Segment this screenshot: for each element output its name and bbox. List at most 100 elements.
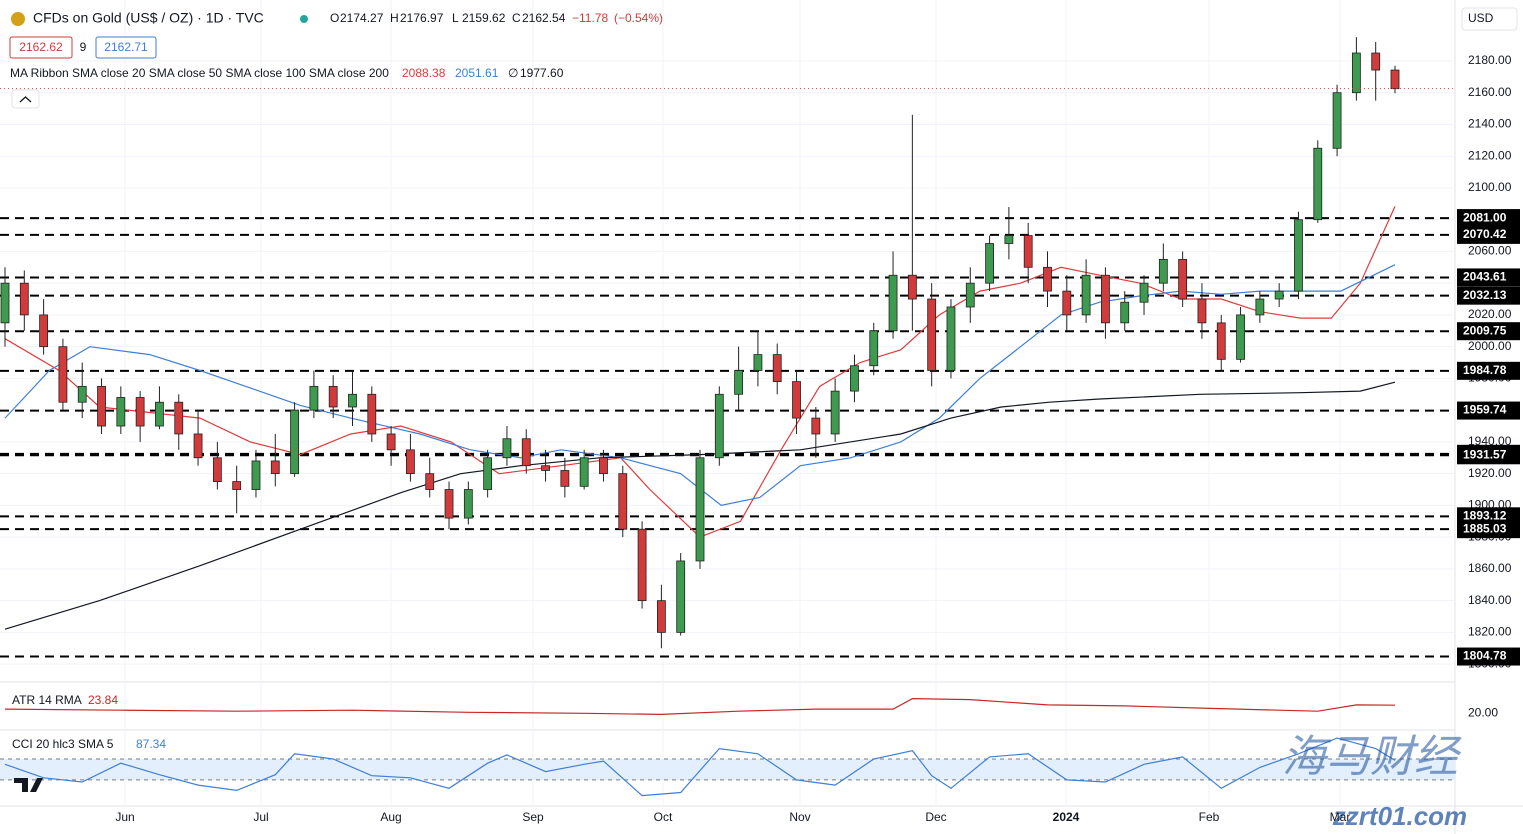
ask-box[interactable] bbox=[95, 36, 157, 59]
candle-body bbox=[1216, 322, 1226, 360]
symbol-logo bbox=[11, 12, 25, 26]
level-label-box bbox=[1457, 520, 1520, 539]
tradingview-logo[interactable] bbox=[14, 778, 43, 792]
y-tick-label: 2100.00 bbox=[1468, 180, 1512, 194]
candle-body bbox=[502, 438, 512, 459]
x-tick-label: Dec bbox=[925, 810, 946, 824]
bid-box[interactable] bbox=[9, 36, 73, 59]
atr-line bbox=[4, 697, 1396, 716]
candle-body bbox=[656, 600, 666, 633]
candle-body bbox=[19, 282, 29, 316]
y-tick-label: 2140.00 bbox=[1468, 117, 1512, 131]
level-label-box bbox=[1457, 647, 1520, 666]
candle-body bbox=[637, 528, 647, 602]
candle-body bbox=[734, 370, 744, 395]
candle-body bbox=[907, 274, 917, 300]
ma-value: 2051.61 bbox=[455, 66, 499, 80]
candle-body bbox=[251, 460, 261, 490]
candle-body bbox=[1023, 235, 1033, 268]
candle-body bbox=[676, 560, 686, 633]
y-tick-label: 2160.00 bbox=[1468, 85, 1512, 99]
candle-body bbox=[792, 381, 801, 419]
candle-body bbox=[850, 365, 859, 392]
candle-body bbox=[463, 489, 473, 519]
candle-body bbox=[1120, 301, 1130, 324]
candle-body bbox=[58, 346, 68, 403]
candle-body bbox=[714, 393, 724, 459]
level-label: 1931.57 bbox=[1463, 447, 1507, 461]
ma-legend[interactable]: MA Ribbon SMA close 20 SMA close 50 SMA … bbox=[10, 66, 389, 80]
level-label: 1885.03 bbox=[1463, 521, 1507, 535]
ma-value: 1977.60 bbox=[520, 66, 564, 80]
level-label: 2043.61 bbox=[1463, 270, 1507, 284]
overlay: CFDs on Gold (US$ / OZ) · 1D · TVC 2162.… bbox=[9, 7, 1518, 831]
y-tick-label: 2000.00 bbox=[1468, 339, 1512, 353]
candle-body bbox=[1351, 52, 1361, 94]
candle-body bbox=[348, 393, 357, 408]
candle-body bbox=[135, 397, 145, 427]
candle-body bbox=[116, 397, 126, 427]
level-label: 2070.42 bbox=[1463, 227, 1507, 241]
candle-body bbox=[521, 438, 531, 467]
level-label-box bbox=[1457, 225, 1520, 244]
candle-body bbox=[1274, 290, 1284, 300]
y-tick-label: 1820.00 bbox=[1468, 625, 1512, 639]
candle-body bbox=[830, 390, 840, 435]
ma-line bbox=[4, 381, 1396, 630]
bid-price: 2162.62 bbox=[19, 40, 63, 54]
watermark-url: zzrt01.com bbox=[1332, 801, 1467, 831]
candle-body bbox=[232, 481, 242, 490]
level-label: 2032.13 bbox=[1463, 288, 1507, 302]
level-label-box bbox=[1457, 446, 1520, 465]
candle-body bbox=[811, 417, 821, 435]
candle-body bbox=[1236, 314, 1245, 360]
market-status bbox=[300, 15, 308, 23]
candle-body bbox=[965, 282, 975, 308]
atr-legend[interactable]: ATR 14 RMA bbox=[12, 693, 82, 707]
level-label: 1893.12 bbox=[1463, 508, 1507, 522]
candle-body bbox=[193, 433, 203, 459]
candle-body bbox=[1371, 52, 1381, 71]
ohlc-letter: C bbox=[512, 11, 521, 25]
ma-value: 2088.38 bbox=[402, 66, 446, 80]
candle-body bbox=[560, 470, 570, 487]
candle-body bbox=[406, 449, 415, 475]
candle-body bbox=[174, 401, 184, 435]
ohlc-value: 2162.54 bbox=[522, 11, 566, 25]
ohlc-value: 2159.62 bbox=[462, 11, 506, 25]
ask-price: 2162.71 bbox=[104, 40, 148, 54]
candle-body bbox=[1197, 298, 1207, 324]
candle-body bbox=[1178, 258, 1188, 300]
change: −11.78 bbox=[572, 11, 608, 25]
candle-body bbox=[77, 385, 87, 403]
x-tick-label: Nov bbox=[789, 810, 810, 824]
y-tick-label: 2020.00 bbox=[1468, 307, 1512, 321]
candle-body bbox=[444, 489, 454, 519]
chevron-icon bbox=[19, 96, 32, 103]
candle-body bbox=[1294, 219, 1303, 292]
candle-body bbox=[1158, 258, 1168, 284]
ohlc-value: 2176.97 bbox=[400, 11, 444, 25]
plot: 1800.001820.001840.001860.001880.001900.… bbox=[0, 0, 1520, 806]
candle-body bbox=[985, 243, 994, 284]
x-tick-label: Aug bbox=[380, 810, 401, 824]
candle-body bbox=[328, 385, 338, 408]
ohlc-letter: H bbox=[390, 11, 399, 25]
candle-body bbox=[425, 473, 435, 490]
level-label-box bbox=[1457, 268, 1520, 287]
currency-button[interactable] bbox=[1461, 7, 1518, 31]
y-tick-label: 2060.00 bbox=[1468, 244, 1512, 258]
cci-legend[interactable]: CCI 20 hlc3 SMA 5 bbox=[12, 737, 114, 751]
candle-body bbox=[1332, 92, 1342, 149]
level-label-box bbox=[1457, 401, 1520, 420]
collapse-button[interactable] bbox=[11, 89, 40, 109]
x-tick-label: Mar bbox=[1330, 810, 1351, 824]
symbol-title[interactable]: CFDs on Gold (US$ / OZ) · 1D · TVC bbox=[33, 10, 264, 26]
candle-body bbox=[1062, 290, 1072, 316]
ohlc-value: 2174.27 bbox=[340, 11, 384, 25]
ohlc-letter: O bbox=[330, 11, 339, 25]
candle-body bbox=[927, 298, 937, 371]
candle-body bbox=[1390, 69, 1400, 90]
y-tick-label: 1860.00 bbox=[1468, 561, 1512, 575]
